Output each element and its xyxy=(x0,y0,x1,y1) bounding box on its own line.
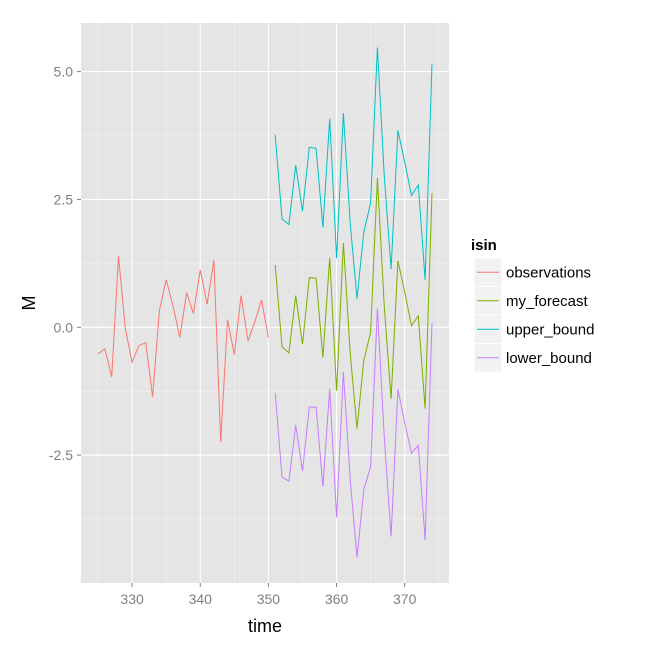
series-line-upper-bound xyxy=(274,47,433,299)
y-tick-label: 2.5 xyxy=(54,191,74,207)
grid-major xyxy=(81,23,449,583)
y-tick-label: 5.0 xyxy=(54,64,74,80)
legend-label: upper_bound xyxy=(506,321,594,338)
plot-panel xyxy=(81,23,449,583)
legend-title: isin xyxy=(471,237,497,254)
series-line-observations xyxy=(97,256,269,442)
legend-label: my_forecast xyxy=(506,293,589,310)
series-line-my-forecast xyxy=(274,177,433,429)
x-axis: 330 340 350 360 370 xyxy=(120,583,417,607)
legend-label: observations xyxy=(506,264,591,281)
y-tick-label: -2.5 xyxy=(49,447,73,463)
x-axis-title: time xyxy=(248,616,282,636)
series-line-lower-bound xyxy=(274,308,433,558)
y-tick-label: 0.0 xyxy=(54,319,74,335)
x-tick-label: 370 xyxy=(393,591,417,607)
legend: isin observations my_forecast upper_boundl… xyxy=(471,237,594,373)
y-axis: -2.5 0.0 2.5 5.0 xyxy=(49,64,81,463)
x-tick-label: 340 xyxy=(189,591,213,607)
y-axis-title: M xyxy=(19,296,39,311)
legend-items: observations my_forecast upper_bound lower_… xyxy=(473,257,594,373)
x-tick-label: 330 xyxy=(120,591,144,607)
x-tick-label: 350 xyxy=(257,591,281,607)
grid-minor xyxy=(81,23,449,583)
series-lines xyxy=(97,47,433,558)
x-tick-label: 360 xyxy=(325,591,349,607)
legend-label: lower_bound xyxy=(506,350,592,367)
